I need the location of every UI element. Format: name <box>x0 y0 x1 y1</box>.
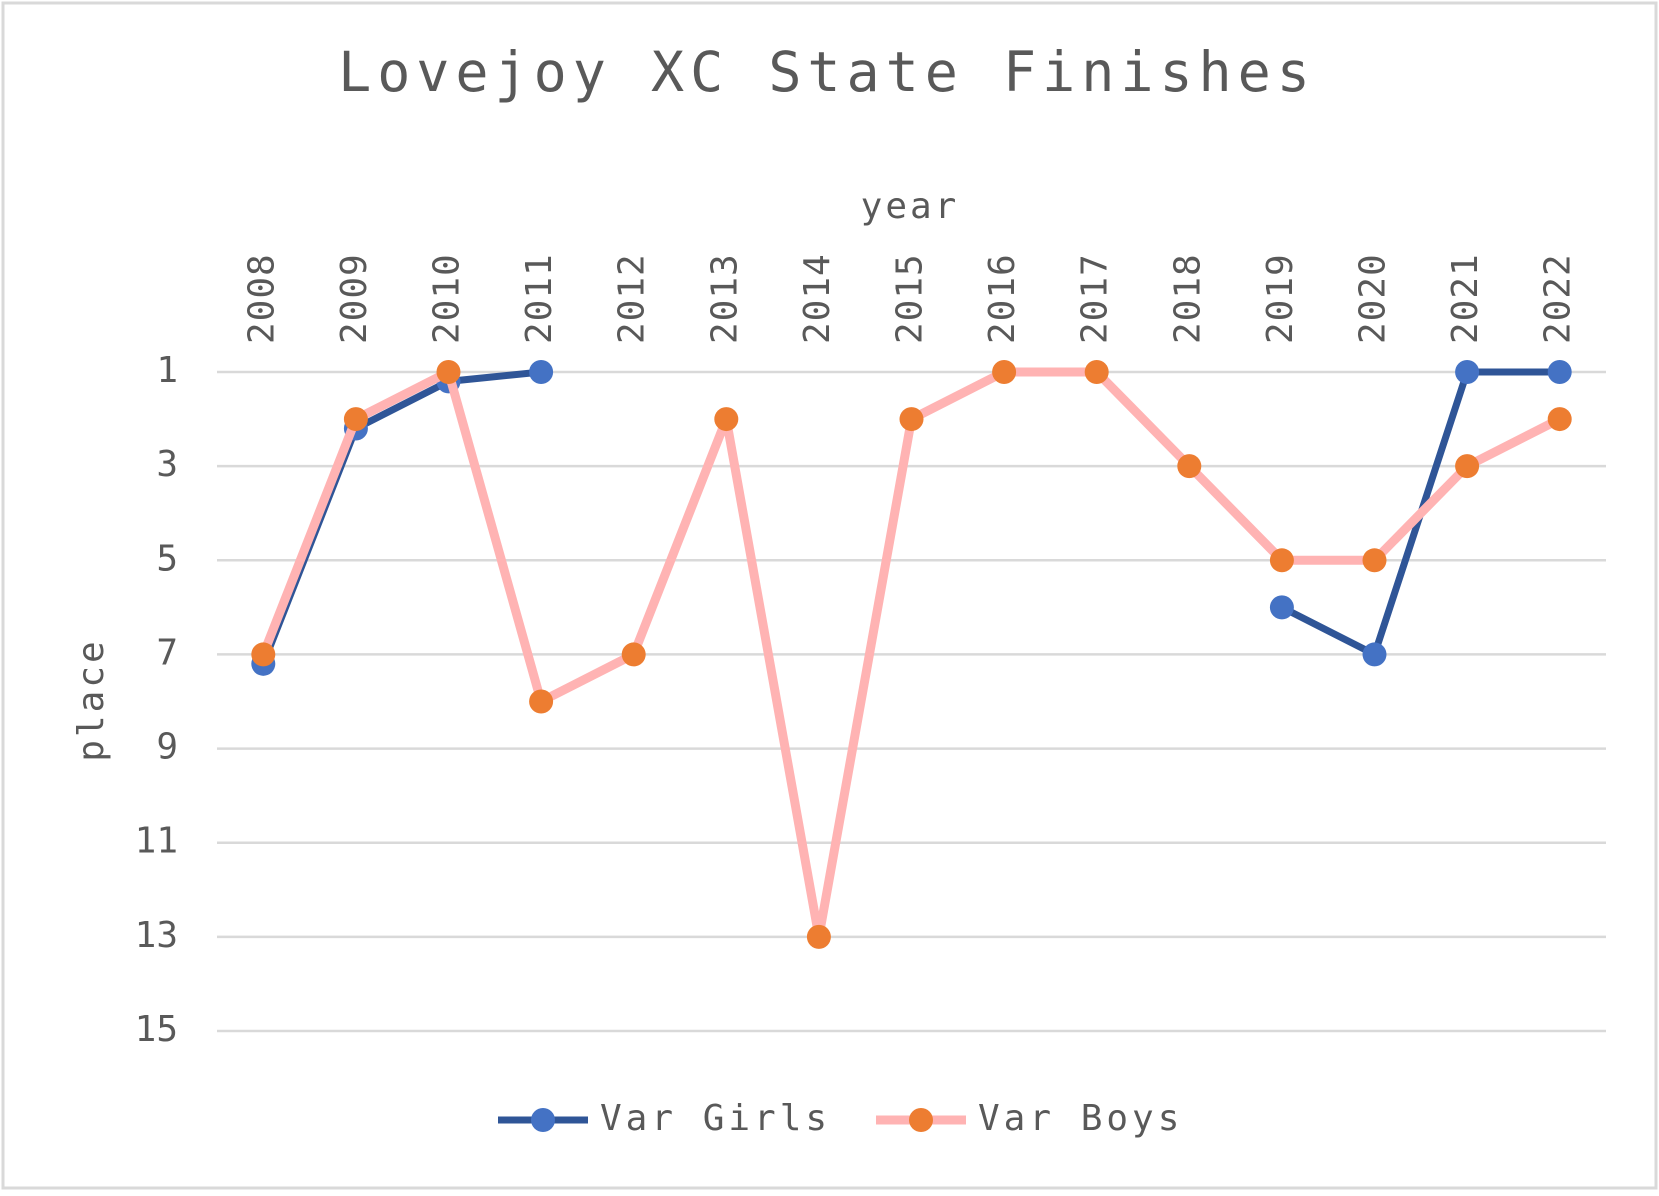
point <box>899 407 924 432</box>
x-tick-label: 2009 <box>334 253 375 344</box>
y-tick-label: 3 <box>156 444 178 485</box>
y-tick-label: 5 <box>156 538 178 579</box>
point <box>529 360 554 384</box>
y-tick-label: 11 <box>135 821 178 862</box>
chart-title: Lovejoy XC State Finishes <box>338 40 1316 104</box>
y-tick-label: 15 <box>135 1009 178 1050</box>
x-tick-label: 2015 <box>890 253 931 344</box>
legend-label: Var Girls <box>600 1098 831 1139</box>
point <box>1177 454 1202 479</box>
point <box>1455 360 1480 384</box>
x-tick-label: 2011 <box>519 253 560 344</box>
point <box>1362 548 1387 573</box>
point <box>1269 548 1294 573</box>
x-tick-label: 2013 <box>704 253 745 344</box>
x-tick-label: 2012 <box>612 253 653 344</box>
y-tick-label: 13 <box>135 915 178 956</box>
point <box>1362 642 1387 667</box>
point <box>1547 360 1572 384</box>
point <box>251 642 276 667</box>
point <box>1455 454 1480 479</box>
x-tick-label: 2019 <box>1260 253 1301 344</box>
point <box>343 407 368 432</box>
y-tick-label: 9 <box>156 727 178 768</box>
point <box>436 360 461 384</box>
legend-label: Var Boys <box>978 1098 1183 1139</box>
point <box>992 360 1017 384</box>
y-tick-label: 7 <box>156 632 178 673</box>
legend-marker <box>909 1108 933 1132</box>
x-tick-label: 2020 <box>1353 253 1394 344</box>
point <box>1084 360 1109 384</box>
point <box>714 407 739 432</box>
x-tick-label: 2021 <box>1445 253 1486 344</box>
point <box>1547 407 1572 432</box>
x-tick-label: 2017 <box>1075 253 1116 344</box>
x-tick-label: 2008 <box>241 253 282 344</box>
y-axis-label: place <box>71 638 112 761</box>
point <box>1269 595 1294 620</box>
point <box>806 924 831 949</box>
x-tick-label: 2016 <box>982 253 1023 344</box>
legend-marker <box>531 1108 555 1132</box>
x-tick-label: 2022 <box>1538 253 1579 344</box>
y-tick-label: 1 <box>156 350 178 391</box>
x-axis-label: year <box>861 186 960 227</box>
point <box>529 689 554 714</box>
point <box>621 642 646 667</box>
x-tick-label: 2014 <box>797 253 838 344</box>
x-tick-label: 2010 <box>427 253 468 344</box>
x-tick-label: 2018 <box>1167 253 1208 344</box>
